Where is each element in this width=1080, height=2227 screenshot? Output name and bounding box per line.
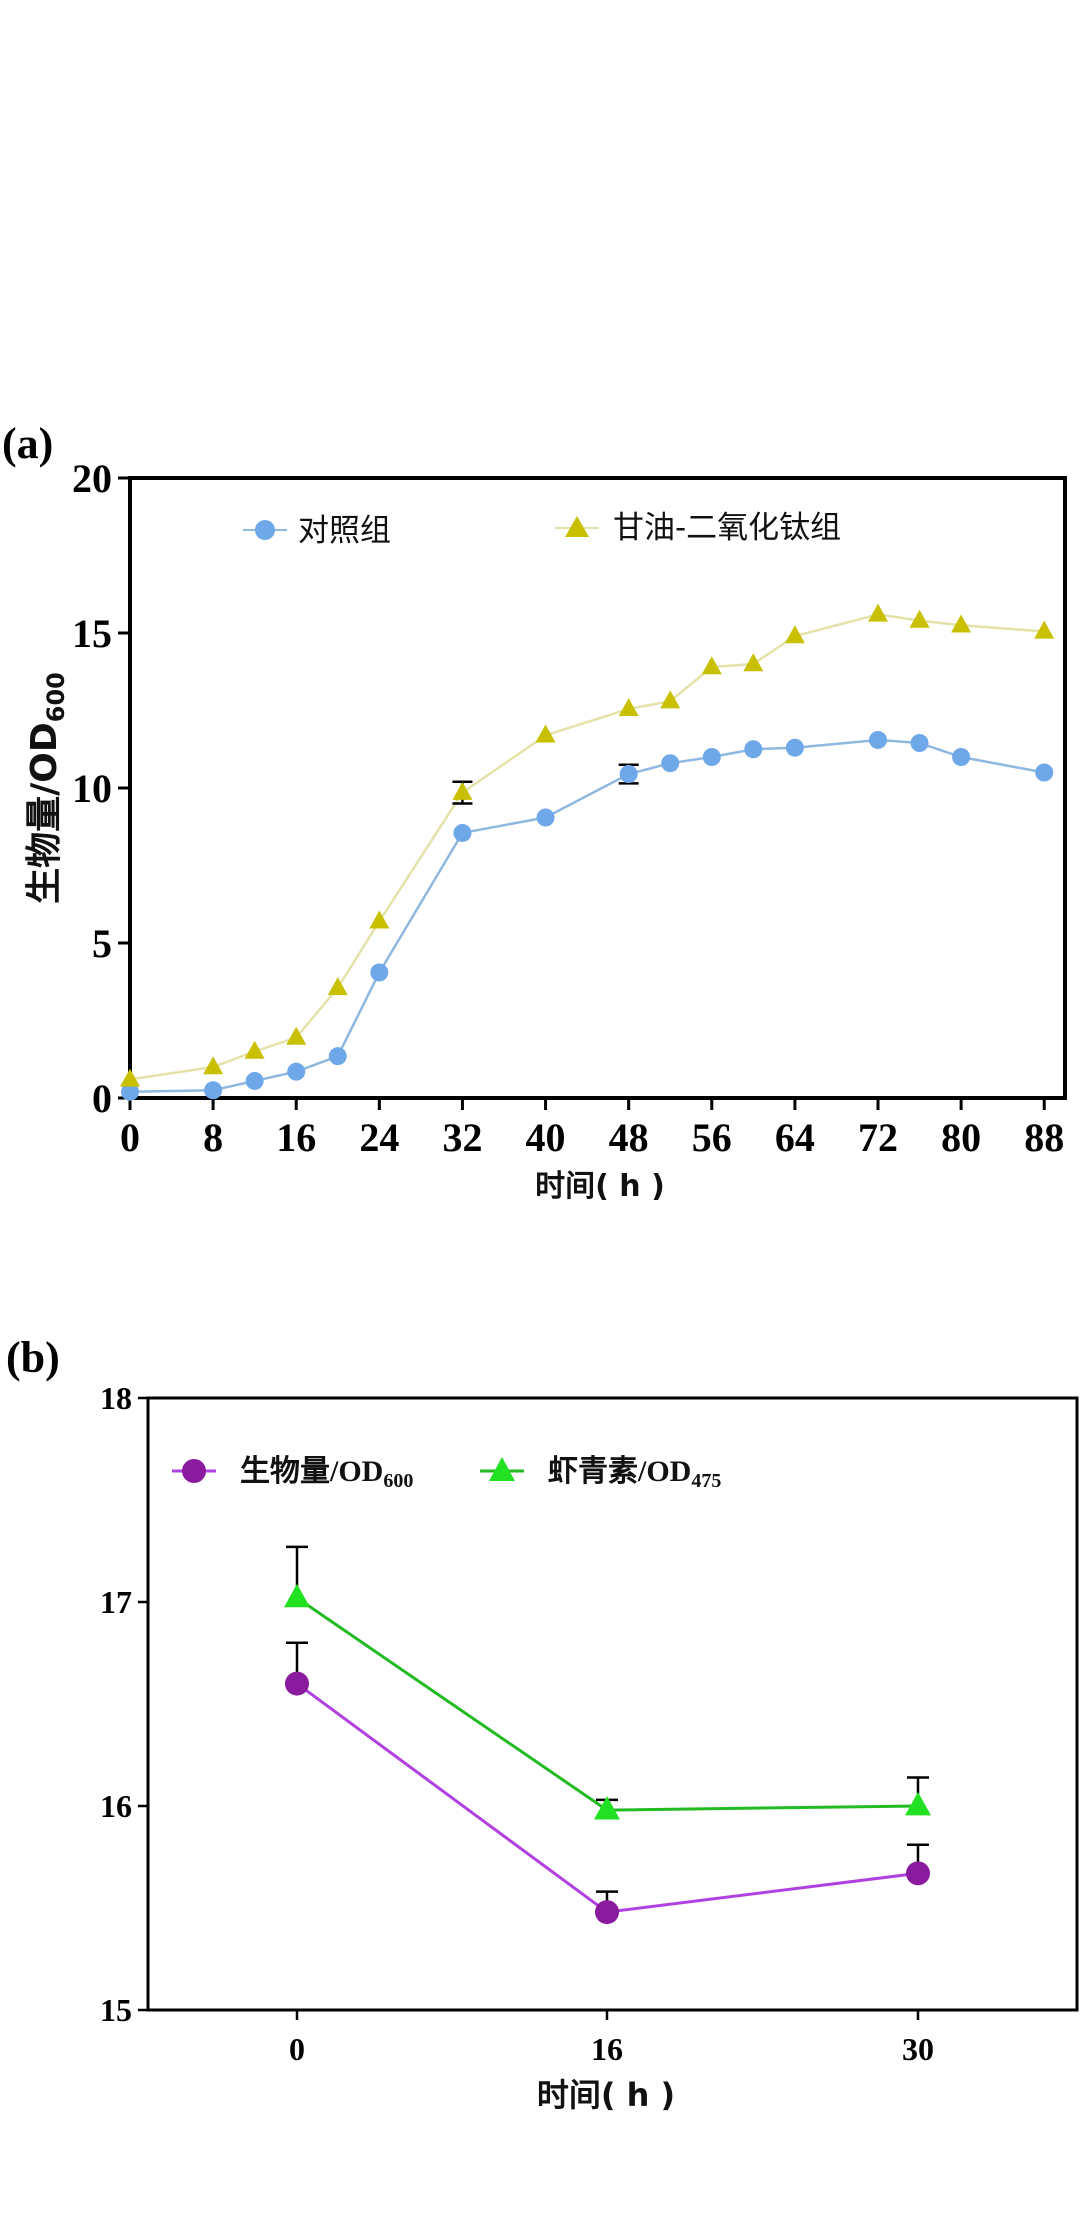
- panel-a-y-axis-title: 生物量/OD600: [24, 672, 70, 904]
- legend-label-control: 对照组: [298, 513, 391, 549]
- data-point-glycerol: [951, 614, 972, 633]
- data-point-glycerol: [120, 1068, 140, 1087]
- panel-b-label: (b): [6, 1333, 60, 1382]
- data-point-glycerol: [244, 1040, 265, 1059]
- data-point-control: [536, 808, 555, 827]
- data-point-control: [785, 738, 804, 757]
- data-point-control: [328, 1047, 347, 1066]
- data-point-glycerol: [909, 609, 930, 628]
- panel-b-plot-frame: [146, 1396, 1079, 2012]
- panel-b-series: [284, 1545, 931, 1925]
- x-tick-label: 40: [526, 1115, 566, 1160]
- data-point-glycerol: [369, 910, 390, 929]
- y-tick-label: 18: [100, 1380, 132, 1416]
- x-tick-label: 8: [203, 1115, 223, 1160]
- panel-a-plot-frame: [128, 476, 1067, 1100]
- data-point-glycerol: [452, 781, 473, 800]
- panel-b-axes: 0 16 30 15 16 17 18: [100, 1380, 934, 2067]
- y-tick-label: 0: [92, 1076, 112, 1121]
- data-point-control: [869, 730, 887, 749]
- data-point-biomass: [595, 1900, 619, 1925]
- x-tick-label: 80: [941, 1115, 981, 1160]
- panel-a: (a) 0 8 16 24 32 40 48 56 64 72 80 88 0 5 10 15 20 对照组 甘…: [2, 419, 1067, 1204]
- data-point-control: [287, 1062, 306, 1081]
- data-point-control: [121, 1082, 139, 1101]
- legend-label-biomass-main: 生物量/OD: [240, 1455, 383, 1488]
- x-tick-label: 24: [359, 1115, 399, 1160]
- data-point-glycerol: [286, 1026, 307, 1045]
- y-tick-label: 15: [100, 1992, 132, 2028]
- y-tick-label: 10: [72, 766, 112, 811]
- data-point-glycerol: [784, 625, 805, 644]
- x-tick-label: 56: [692, 1115, 732, 1160]
- panel-a-label: (a): [2, 419, 53, 468]
- data-point-astaxanthin: [594, 1796, 620, 1820]
- x-tick-label: 72: [858, 1115, 898, 1160]
- data-point-control: [702, 748, 721, 766]
- y-tick-label: 17: [100, 1584, 132, 1620]
- panel-a-axes: 0 8 16 24 32 40 48 56 64 72 80 88 0 5 10 15 20: [72, 456, 1064, 1160]
- data-point-control: [744, 740, 763, 759]
- svg-text:虾青素/OD475: 虾青素/OD475: [548, 1455, 721, 1492]
- x-tick-label: 64: [775, 1115, 815, 1160]
- data-point-control: [245, 1071, 264, 1090]
- data-point-control: [1035, 763, 1054, 782]
- data-point-glycerol: [203, 1056, 224, 1075]
- legend-marker-glycerol: [565, 516, 589, 537]
- svg-text:生物量/OD600: 生物量/OD600: [240, 1455, 413, 1492]
- x-tick-label: 88: [1024, 1115, 1064, 1160]
- series-line-glycerol: [129, 613, 1045, 1081]
- x-tick-label: 16: [276, 1115, 316, 1160]
- x-tick-label: 0: [120, 1115, 140, 1160]
- legend-marker-biomass: [182, 1459, 206, 1483]
- series-line-control: [129, 738, 1045, 1094]
- panel-b-legend: 生物量/OD600 虾青素/OD475: [172, 1455, 721, 1492]
- y-tick-label: 5: [92, 921, 112, 966]
- legend-label-biomass-sub: 600: [383, 1470, 413, 1492]
- x-tick-label: 48: [609, 1115, 649, 1160]
- panel-b: (b) 0 16 30 15 16 17 18 生物量/OD600 虾青素/OD475 时间…: [6, 1333, 1079, 2114]
- data-point-control: [453, 823, 472, 842]
- data-point-control: [370, 963, 389, 982]
- data-point-control: [661, 754, 680, 773]
- data-point-glycerol: [660, 690, 681, 709]
- legend-label-astaxanthin-main: 虾青素/OD: [548, 1455, 691, 1488]
- series-line-astaxanthin: [296, 1596, 919, 1812]
- data-point-glycerol: [327, 977, 348, 996]
- legend-label-astaxanthin-sub: 475: [691, 1470, 721, 1492]
- panel-a-legend: 对照组 甘油-二氧化钛组: [243, 510, 841, 549]
- data-point-biomass: [906, 1861, 930, 1886]
- panel-a-x-axis-title: 时间( h ): [535, 1169, 665, 1204]
- data-point-control: [952, 748, 971, 766]
- y-tick-label: 15: [72, 611, 112, 656]
- x-tick-label: 0: [289, 2031, 305, 2067]
- x-tick-label: 30: [902, 2031, 934, 2067]
- data-point-glycerol: [701, 656, 722, 675]
- data-point-glycerol: [618, 698, 639, 717]
- data-point-astaxanthin: [284, 1583, 310, 1608]
- data-point-glycerol: [868, 603, 888, 622]
- data-point-control: [910, 734, 929, 753]
- y-axis-title-main: 生物量/OD: [24, 722, 65, 904]
- panel-b-x-axis-title: 时间( h ): [537, 2076, 675, 2114]
- legend-marker-control: [255, 520, 275, 540]
- x-tick-label: 32: [442, 1115, 482, 1160]
- data-point-glycerol: [1034, 620, 1055, 639]
- data-point-control: [204, 1081, 223, 1100]
- legend-label-glycerol: 甘油-二氧化钛组: [613, 510, 841, 546]
- svg-text:生物量/OD600: 生物量/OD600: [24, 672, 70, 904]
- data-point-biomass: [285, 1671, 309, 1696]
- y-tick-label: 16: [100, 1788, 132, 1824]
- y-axis-title-sub: 600: [42, 672, 70, 722]
- data-point-astaxanthin: [905, 1791, 931, 1816]
- y-tick-label: 20: [72, 456, 112, 501]
- legend-marker-astaxanthin: [489, 1457, 515, 1481]
- panel-a-series: [120, 603, 1055, 1101]
- data-point-glycerol: [743, 653, 764, 672]
- data-point-control: [619, 765, 638, 784]
- data-point-glycerol: [535, 724, 556, 743]
- x-tick-label: 16: [591, 2031, 623, 2067]
